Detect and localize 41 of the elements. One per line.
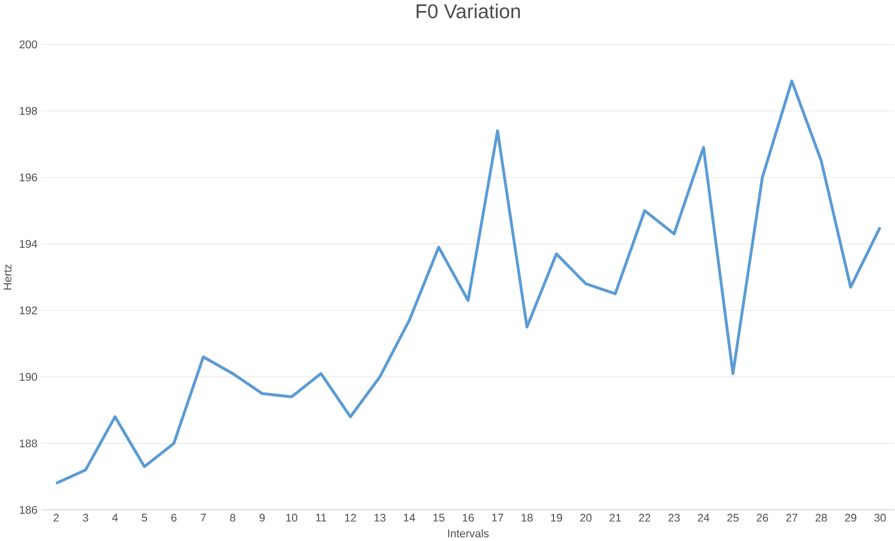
x-tick-label: 3: [82, 514, 88, 522]
x-tick-label: 21: [610, 514, 621, 522]
x-tick-label: 24: [698, 514, 710, 522]
x-tick-label: 4: [112, 514, 118, 522]
y-tick-label: 192: [20, 306, 37, 314]
x-tick-label: 27: [786, 514, 798, 522]
x-tick-label: 12: [345, 514, 356, 522]
x-tick-label: 18: [522, 514, 533, 522]
y-tick-label: 194: [20, 240, 38, 248]
x-tick-label: 22: [639, 514, 650, 522]
x-tick-label: 2: [54, 514, 59, 522]
y-tick-label: 198: [20, 106, 38, 115]
y-tick-label: 196: [20, 173, 38, 182]
x-tick-label: 16: [462, 514, 474, 522]
x-tick-label: 10: [286, 514, 298, 522]
x-tick-label: 6: [171, 514, 176, 522]
y-tick-label: 200: [20, 40, 38, 48]
x-tick-label: 29: [845, 514, 856, 522]
x-tick-label: 9: [260, 514, 265, 522]
x-tick-label: 7: [200, 514, 206, 522]
x-tick-label: 11: [316, 514, 326, 522]
x-tick-label: 26: [756, 514, 768, 522]
y-axis-title: Hertz: [4, 264, 12, 290]
x-tick-label: 20: [580, 514, 592, 522]
x-tick-label: 19: [551, 514, 562, 522]
x-tick-label: 13: [374, 514, 386, 522]
x-tick-label: 15: [433, 514, 444, 522]
x-tick-label: 17: [492, 514, 504, 522]
x-tick-label: 14: [404, 514, 416, 522]
chart-title: F0 Variation: [416, 4, 520, 18]
x-tick-label: 28: [816, 514, 827, 522]
x-tick-label: 23: [668, 514, 680, 522]
y-tick-label: 188: [20, 439, 38, 448]
x-tick-label: 5: [142, 514, 148, 522]
y-tick-label: 186: [20, 506, 38, 514]
y-tick-label: 190: [20, 372, 38, 381]
x-tick-label: 8: [230, 514, 236, 522]
x-axis-title: Intervals: [448, 529, 489, 538]
line-series: [54, 80, 882, 485]
x-tick-label: 25: [727, 514, 739, 522]
x-tick-label: 30: [874, 514, 886, 522]
